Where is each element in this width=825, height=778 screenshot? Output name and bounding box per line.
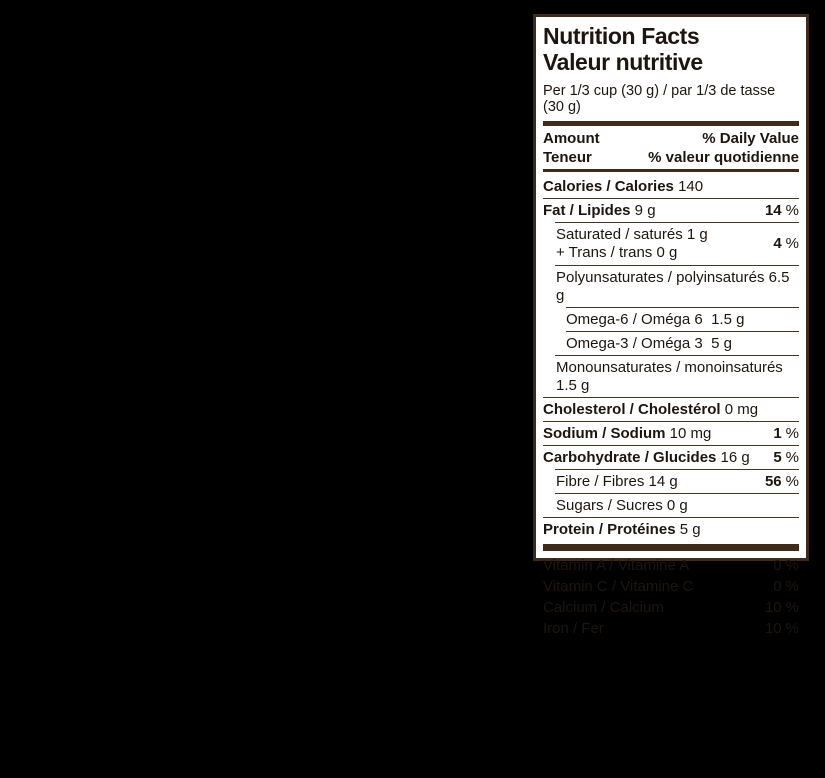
omega3-text: Omega-3 / Oméga 3 5 g: [566, 334, 732, 352]
row-vitamin-a: Vitamin A / Vitamine A 0%: [543, 555, 799, 576]
amount-header-row-fr: Teneur % valeur quotidienne: [543, 148, 799, 167]
row-monounsaturates: Monounsaturates / monoinsaturés 1.5 g: [543, 356, 799, 397]
polyunsaturates-text: Polyunsaturates / polyinsaturés 6.5 g: [556, 268, 794, 304]
divider: [555, 222, 799, 223]
sodium-daily-value: 1%: [773, 424, 799, 442]
row-cholesterol: Cholesterol / Cholestérol 0 mg: [543, 398, 799, 421]
vitamin-a-daily-value: 0%: [773, 557, 799, 574]
iron-text: Iron / Fer: [543, 620, 604, 637]
label-title-fr: Valeur nutritive: [543, 49, 703, 75]
row-fibre: Fibre / Fibres 14 g 56%: [543, 470, 799, 493]
carbohydrate-text: Carbohydrate / Glucides 16 g: [543, 448, 750, 466]
nutrition-facts-label: Nutrition Facts Valeur nutritive Per 1/3…: [533, 14, 809, 637]
vitamin-c-text: Vitamin C / Vitamine C: [543, 578, 694, 595]
daily-value-label-fr: % valeur quotidienne: [648, 149, 799, 166]
iron-daily-value: 10%: [764, 620, 799, 637]
calories-text: Calories / Calories 140: [543, 177, 704, 195]
saturated-daily-value: 4%: [773, 235, 799, 252]
divider: [555, 493, 799, 494]
row-polyunsaturates: Polyunsaturates / polyinsaturés 6.5 g: [543, 266, 799, 307]
monounsaturates-text: Monounsaturates / monoinsaturés 1.5 g: [556, 358, 787, 394]
vitamin-a-text: Vitamin A / Vitamine A: [543, 557, 690, 574]
row-calcium: Calcium / Calcium 10%: [543, 597, 799, 618]
divider: [543, 198, 799, 199]
divider: [566, 331, 799, 332]
row-calories: Calories / Calories 140: [543, 175, 799, 198]
divider: [555, 265, 799, 266]
row-saturated-trans: Saturated / saturés 1 g + Trans / trans …: [543, 223, 799, 265]
fat-text: Fat / Lipides 9 g: [543, 201, 656, 219]
fat-daily-value: 14%: [764, 201, 799, 219]
label-title-en: Nutrition Facts: [543, 23, 700, 49]
sugars-text: Sugars / Sucres 0 g: [556, 496, 688, 514]
amount-header-row-en: Amount % Daily Value: [543, 129, 799, 148]
row-omega3: Omega-3 / Oméga 3 5 g: [543, 332, 799, 355]
saturated-trans-text: Saturated / saturés 1 g + Trans / trans …: [556, 225, 708, 262]
sodium-text: Sodium / Sodium 10 mg: [543, 424, 712, 442]
divider: [555, 355, 799, 356]
vitamin-c-daily-value: 0%: [773, 578, 799, 595]
calcium-daily-value: 10%: [764, 599, 799, 616]
amount-label-en: Amount: [543, 130, 600, 147]
omega6-text: Omega-6 / Oméga 6 1.5 g: [566, 310, 745, 328]
thick-divider-bottom: [543, 544, 799, 551]
carbohydrate-daily-value: 5%: [773, 448, 799, 466]
calcium-text: Calcium / Calcium: [543, 599, 664, 616]
divider: [543, 445, 799, 446]
thick-divider-top: [543, 121, 799, 126]
divider: [543, 517, 799, 518]
cholesterol-text: Cholesterol / Cholestérol 0 mg: [543, 400, 759, 418]
row-fat: Fat / Lipides 9 g 14%: [543, 199, 799, 222]
label-title: Nutrition Facts Valeur nutritive: [543, 23, 799, 75]
divider: [543, 421, 799, 422]
daily-value-label-en: % Daily Value: [702, 130, 799, 147]
micronutrients-section: Vitamin A / Vitamine A 0% Vitamin C / Vi…: [543, 555, 799, 639]
row-omega6: Omega-6 / Oméga 6 1.5 g: [543, 308, 799, 331]
fibre-daily-value: 56%: [764, 472, 799, 490]
medium-divider: [543, 169, 799, 172]
amount-label-fr: Teneur: [543, 149, 592, 166]
protein-text: Protein / Protéines 5 g: [543, 520, 701, 538]
fibre-text: Fibre / Fibres 14 g: [556, 472, 678, 490]
row-vitamin-c: Vitamin C / Vitamine C 0%: [543, 576, 799, 597]
row-protein: Protein / Protéines 5 g: [543, 518, 799, 541]
divider: [566, 307, 799, 308]
divider: [555, 469, 799, 470]
row-sodium: Sodium / Sodium 10 mg 1%: [543, 422, 799, 445]
row-sugars: Sugars / Sucres 0 g: [543, 494, 799, 517]
row-carbohydrate: Carbohydrate / Glucides 16 g 5%: [543, 446, 799, 469]
divider: [543, 397, 799, 398]
row-iron: Iron / Fer 10%: [543, 618, 799, 639]
serving-size-text: Per 1/3 cup (30 g) / par 1/3 de tasse (3…: [543, 83, 780, 115]
